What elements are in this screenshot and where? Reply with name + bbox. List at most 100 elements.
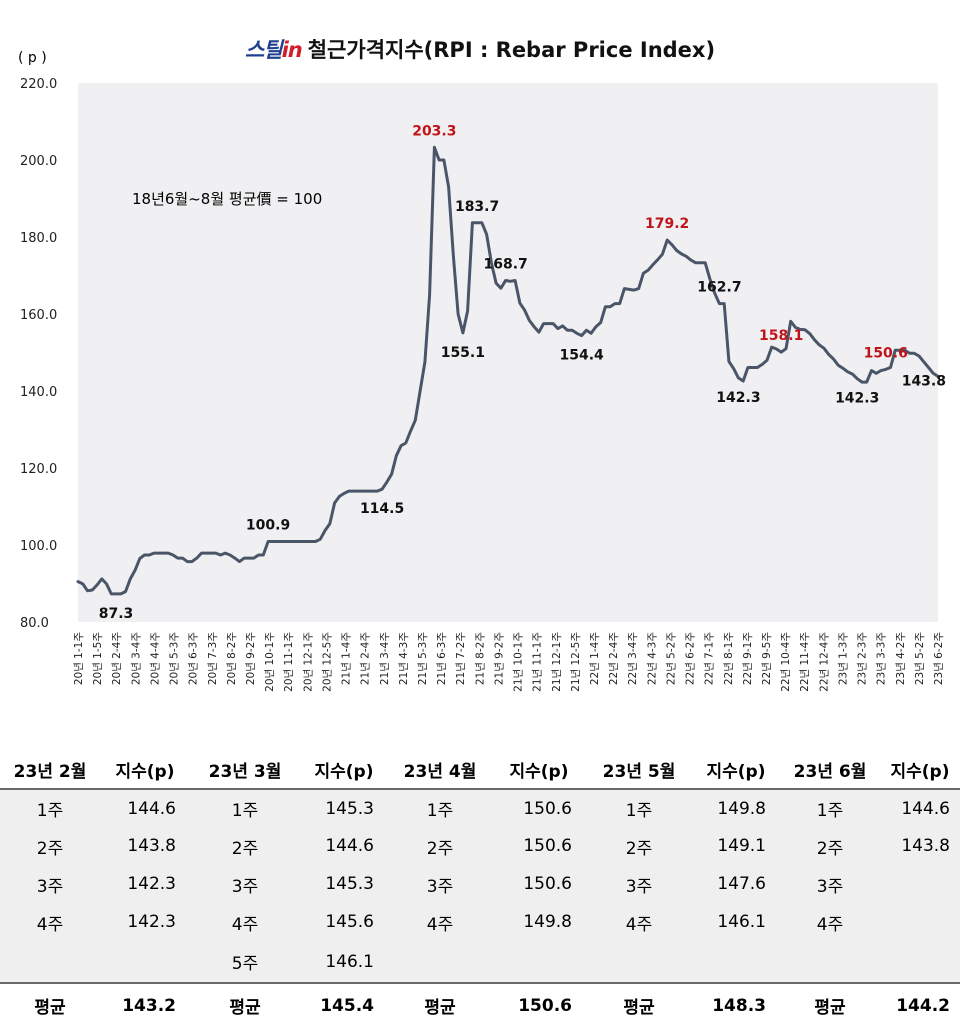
y-tick-label: 220.0 <box>20 77 57 92</box>
table-header-row: 23년 2월 지수(p) 23년 3월 지수(p) 23년 4월 지수(p) 2… <box>0 750 960 789</box>
x-tick-label: 20년 5-3주 <box>169 632 181 686</box>
table-row: 5주 146.1 <box>0 941 960 983</box>
x-tick-label: 20년 12-5주 <box>321 632 333 692</box>
table-cell: 2주 <box>426 838 454 859</box>
average-value: 150.6 <box>518 995 572 1016</box>
x-tick-label: 23년 1-3주 <box>837 632 849 686</box>
y-tick-label: 100.0 <box>20 539 57 554</box>
x-tick-label: 23년 3-3주 <box>876 632 888 686</box>
table-header-cell: 23년 6월 <box>793 761 867 782</box>
data-label: 168.7 <box>483 257 527 273</box>
average-value: 148.3 <box>712 995 766 1016</box>
table-cell: 146.1 <box>717 912 766 932</box>
line-chart: 80.0 100.0 120.0 140.0 160.0 180.0 200.0 220.0 2… <box>20 77 946 692</box>
table-cell <box>492 941 586 983</box>
average-label: 평균 <box>623 998 655 1018</box>
table-cell: 3주 <box>816 876 844 897</box>
table-cell <box>880 903 960 941</box>
table-cell: 3주 <box>231 876 259 897</box>
table-cell: 2주 <box>816 838 844 859</box>
plot-background <box>78 83 938 622</box>
x-tick-label: 21년 9-2주 <box>493 632 505 686</box>
table-cell: 149.8 <box>717 798 766 819</box>
data-label: 183.7 <box>455 199 499 215</box>
average-label: 평균 <box>34 998 66 1018</box>
table-header-cell: 지수(p) <box>890 761 950 782</box>
average-value: 144.2 <box>896 995 950 1016</box>
table-cell: 142.3 <box>127 912 176 932</box>
x-tick-label: 21년 7-2주 <box>455 632 467 686</box>
x-tick-label: 22년 2-4주 <box>608 632 620 686</box>
table-cell: 1주 <box>426 801 454 821</box>
x-tick-label: 20년 12-1주 <box>302 632 314 692</box>
table-row: 4주 142.3 4주 145.6 4주 149.8 4주 146.1 4주 <box>0 903 960 941</box>
table-cell: 150.6 <box>523 798 572 819</box>
data-label: 114.5 <box>360 501 404 517</box>
x-tick-label: 21년 8-2주 <box>474 632 486 686</box>
x-tick-label: 20년 8-2주 <box>226 632 238 686</box>
x-tick-label: 21년 12-1주 <box>551 632 563 692</box>
table-cell: 2주 <box>625 838 653 859</box>
table-cell: 3주 <box>36 876 64 897</box>
table-row: 3주 142.3 3주 145.3 3주 150.6 3주 147.6 3주 <box>0 865 960 903</box>
data-label: 142.3 <box>835 391 879 407</box>
y-tick-label: 160.0 <box>20 308 57 323</box>
table-cell: 3주 <box>426 876 454 897</box>
data-label: 179.2 <box>645 216 689 232</box>
table-header-cell: 지수(p) <box>509 761 569 782</box>
x-tick-label: 22년 8-1주 <box>723 632 735 686</box>
x-tick-label: 21년 6-3주 <box>436 632 448 686</box>
y-tick-label: 200.0 <box>20 154 57 169</box>
average-label: 평균 <box>424 998 456 1018</box>
table-cell: 145.3 <box>325 798 374 819</box>
table-cell <box>880 941 960 983</box>
table-header-cell: 23년 2월 <box>13 761 87 782</box>
table-cell <box>586 941 692 983</box>
average-value: 145.4 <box>320 995 374 1016</box>
table-header-cell: 지수(p) <box>314 761 374 782</box>
table-cell <box>0 941 100 983</box>
x-tick-label: 20년 1-5주 <box>92 632 104 686</box>
monthly-index-table: 23년 2월 지수(p) 23년 3월 지수(p) 23년 4월 지수(p) 2… <box>0 750 960 1027</box>
data-label: 150.6 <box>864 345 908 361</box>
table-header-cell: 지수(p) <box>115 761 175 782</box>
table-cell: 145.6 <box>325 912 374 932</box>
x-tick-label: 20년 2-4주 <box>111 632 123 686</box>
table-cell: 4주 <box>426 914 454 935</box>
table-cell: 146.1 <box>325 951 374 972</box>
table-cell: 5주 <box>231 954 259 974</box>
table-cell: 142.3 <box>127 874 176 894</box>
x-tick-label: 23년 5-2주 <box>914 632 926 686</box>
x-tick-label: 20년 7-3주 <box>207 632 219 686</box>
chart-title-text: 철근가격지수(RPI : Rebar Price Index) <box>307 38 716 62</box>
y-tick-label: 120.0 <box>20 462 57 477</box>
table-cell: 4주 <box>816 914 844 935</box>
average-label: 평균 <box>229 998 261 1018</box>
x-tick-label: 22년 4-3주 <box>646 632 658 686</box>
x-tick-label: 21년 1-4주 <box>341 632 353 686</box>
data-label: 143.8 <box>902 374 946 390</box>
table-cell: 144.6 <box>127 798 176 819</box>
y-tick-label: 180.0 <box>20 231 57 246</box>
table-row: 2주 143.8 2주 144.6 2주 150.6 2주 149.1 2주 1… <box>0 827 960 865</box>
x-tick-label: 20년 10-1주 <box>264 632 276 692</box>
x-tick-label: 20년 4-4주 <box>149 632 161 686</box>
y-tick-label: 140.0 <box>20 385 57 400</box>
table-cell: 144.6 <box>325 836 374 856</box>
table-cell: 145.3 <box>325 874 374 894</box>
x-tick-label: 21년 3-4주 <box>379 632 391 686</box>
x-tick-label: 20년 11-1주 <box>283 632 295 692</box>
table-cell: 4주 <box>625 914 653 935</box>
x-tick-label: 22년 1-4주 <box>589 632 601 686</box>
table-cell: 1주 <box>36 801 64 821</box>
table-cell <box>100 941 190 983</box>
table-cell: 1주 <box>816 801 844 821</box>
table-cell: 4주 <box>231 914 259 935</box>
table-header-cell: 23년 4월 <box>403 761 477 782</box>
data-label: 100.9 <box>246 518 290 534</box>
table-cell: 4주 <box>36 914 64 935</box>
y-tick-label: 80.0 <box>20 616 49 631</box>
chart-area: 80.0 100.0 120.0 140.0 160.0 180.0 200.0 220.0 2… <box>18 38 946 692</box>
x-tick-label: 21년 4-3주 <box>398 632 410 686</box>
table-cell: 149.1 <box>717 836 766 856</box>
